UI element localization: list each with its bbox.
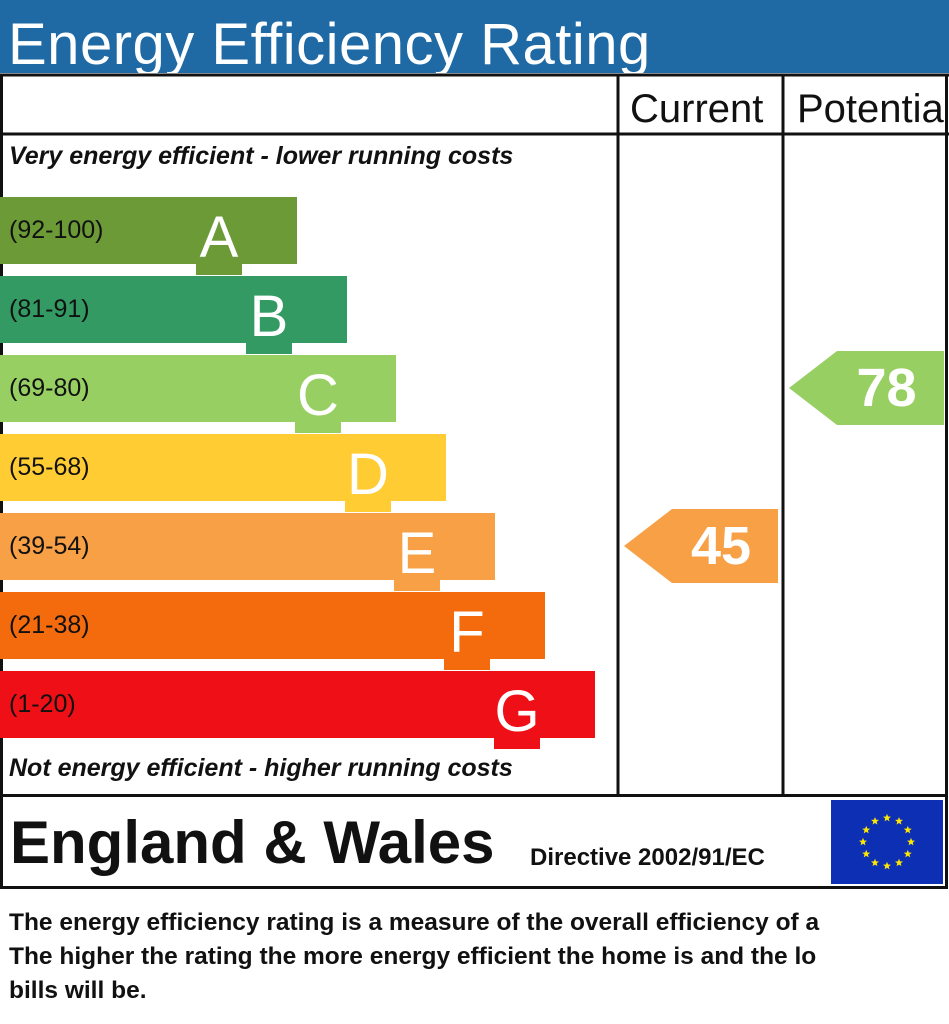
arrow-value: 45 [690, 516, 752, 576]
band-letter: F [444, 596, 490, 670]
eu-star [883, 861, 891, 870]
eu-star [903, 825, 912, 834]
band-range-label: (81-91) [9, 295, 90, 323]
page-title: Energy Efficiency Rating [8, 12, 651, 73]
title-bar: Energy Efficiency Rating [0, 0, 949, 73]
top-efficiency-label: Very energy efficient - lower running co… [9, 142, 514, 170]
band-range-label: (21-38) [9, 611, 90, 639]
band-letter: A [196, 201, 242, 275]
rating-band-f: (21-38) F [0, 592, 545, 670]
rating-band-a: (92-100) A [0, 197, 297, 275]
bottom-efficiency-label: Not energy efficient - higher running co… [9, 754, 513, 782]
eu-star [862, 849, 871, 858]
eu-star [859, 837, 867, 846]
band-letter: C [295, 359, 341, 433]
arrow-value: 78 [856, 358, 917, 418]
description-line-3: bills will be. [9, 977, 147, 1004]
band-range-label: (39-54) [9, 532, 90, 560]
current-column-header: Current [630, 87, 764, 131]
arrow-shape [624, 509, 778, 583]
band-letter: G [494, 675, 540, 749]
rating-band-e: (39-54) E [0, 513, 495, 591]
footer-frame [0, 794, 948, 889]
eu-star [871, 858, 879, 867]
eu-star [903, 849, 912, 858]
description-line-1: The energy efficiency rating is a measur… [9, 909, 820, 936]
description-text: The energy efficiency rating is a measur… [9, 906, 949, 1016]
rating-band-d: (55-68) D [0, 434, 446, 512]
region-name: England & Wales [10, 809, 495, 876]
description-line-2: The higher the rating the more energy ef… [9, 943, 817, 970]
directive-label: Directive 2002/91/EC [530, 844, 765, 871]
band-range-label: (69-80) [9, 374, 90, 402]
potential-column-header: Potentia [797, 87, 944, 131]
rating-band-c: (69-80) C [0, 355, 396, 433]
band-letter: B [246, 280, 292, 354]
current-rating-arrow: 45 [624, 509, 778, 583]
band-letter: D [345, 438, 391, 512]
eu-flag-icon [831, 800, 943, 884]
rating-band-b: (81-91) B [0, 276, 347, 354]
rating-band-g: (1-20) G [0, 671, 595, 749]
eu-star [907, 837, 915, 846]
potential-rating-arrow: 78 [789, 351, 944, 425]
band-range-label: (55-68) [9, 453, 90, 481]
eu-star [862, 825, 871, 834]
eu-star [895, 858, 903, 867]
eu-star [883, 813, 891, 822]
arrow-shape [789, 351, 944, 425]
band-letter: E [394, 517, 440, 591]
eu-star [871, 817, 879, 825]
eu-star [895, 817, 903, 825]
band-range-label: (1-20) [9, 690, 76, 718]
band-range-label: (92-100) [9, 216, 104, 244]
